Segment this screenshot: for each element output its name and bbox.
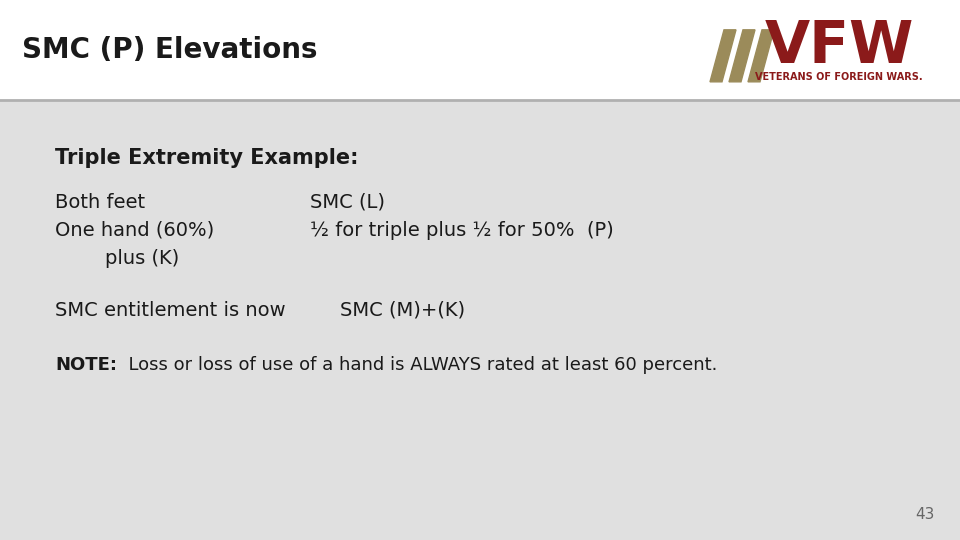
Text: SMC (L): SMC (L) [310,193,385,212]
Text: NOTE:: NOTE: [55,356,117,374]
Text: VETERANS OF FOREIGN WARS.: VETERANS OF FOREIGN WARS. [756,72,923,82]
Text: Triple Extremity Example:: Triple Extremity Example: [55,148,358,168]
Text: SMC entitlement is now: SMC entitlement is now [55,301,286,320]
Text: ½ for triple plus ½ for 50%  (P): ½ for triple plus ½ for 50% (P) [310,221,613,240]
Text: plus (K): plus (K) [55,249,180,268]
Text: VFW: VFW [764,18,914,75]
FancyBboxPatch shape [0,0,960,100]
Polygon shape [710,30,736,82]
Text: 43: 43 [916,507,935,522]
Text: One hand (60%): One hand (60%) [55,221,214,240]
Text: Loss or loss of use of a hand is ALWAYS rated at least 60 percent.: Loss or loss of use of a hand is ALWAYS … [117,356,717,374]
Text: SMC (M)+(K): SMC (M)+(K) [340,301,466,320]
Text: SMC (P) Elevations: SMC (P) Elevations [22,36,318,64]
Polygon shape [748,30,774,82]
Text: Both feet: Both feet [55,193,145,212]
Polygon shape [729,30,755,82]
